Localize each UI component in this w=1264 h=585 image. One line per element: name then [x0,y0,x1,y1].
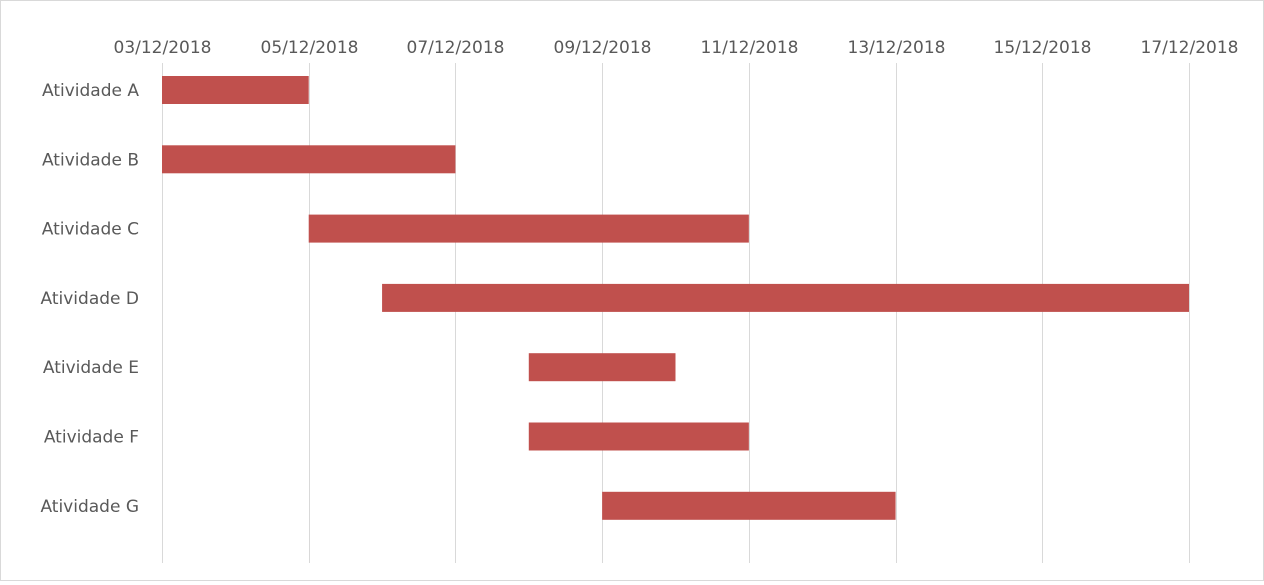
task-bar [162,145,456,174]
x-tick-label: 17/12/2018 [1141,38,1239,58]
y-category-label: Atividade C [42,220,139,240]
x-tick-label: 07/12/2018 [407,38,505,58]
task-bar [382,283,1190,312]
task-bar [602,491,896,520]
task-bar [308,214,749,243]
y-category-label: Atividade D [41,289,139,309]
task-bar [528,353,676,382]
y-category-label: Atividade A [42,81,139,101]
y-category-label: Atividade F [44,428,139,448]
gridlines [162,63,1190,563]
task-bars [162,76,1190,520]
y-category-label: Atividade G [40,497,139,517]
x-tick-label: 15/12/2018 [994,38,1092,58]
x-tick-label: 03/12/2018 [114,38,212,58]
task-bar [528,422,749,451]
task-bar [162,76,309,104]
x-axis-tick-labels: 03/12/2018 05/12/2018 07/12/2018 09/12/2018… [114,38,1239,58]
x-tick-label: 05/12/2018 [261,38,359,58]
y-category-label: Atividade B [42,150,139,170]
x-tick-label: 11/12/2018 [701,38,799,58]
x-tick-label: 09/12/2018 [554,38,652,58]
x-tick-label: 13/12/2018 [848,38,946,58]
y-category-label: Atividade E [43,358,139,378]
y-axis-category-labels: Atividade A Atividade B Atividade C Ativida… [40,81,139,517]
